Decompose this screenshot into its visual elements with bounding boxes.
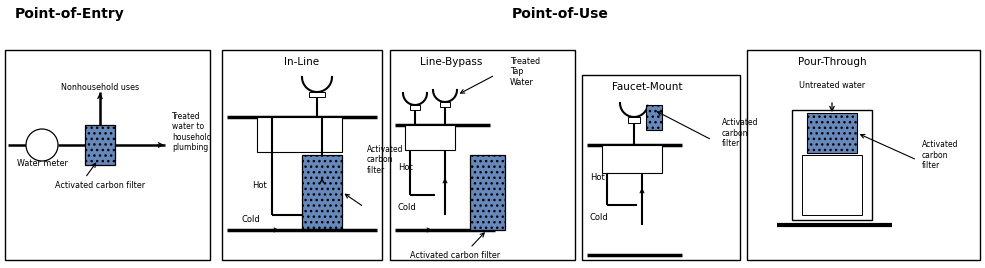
Text: Point-of-Use: Point-of-Use	[511, 7, 609, 21]
Bar	[747, 50, 980, 260]
Text: Hot: Hot	[398, 162, 413, 172]
Bar	[802, 155, 862, 215]
Bar	[302, 155, 342, 230]
Bar	[807, 113, 857, 153]
Text: Hot: Hot	[590, 173, 605, 183]
Bar	[646, 105, 662, 130]
Text: Activated
carbon
filter: Activated carbon filter	[722, 118, 758, 148]
Text: Pour-Through: Pour-Through	[798, 57, 867, 67]
Text: Line-Bypass: Line-Bypass	[420, 57, 483, 67]
Text: Untreated water: Untreated water	[799, 80, 865, 90]
Bar	[222, 50, 382, 260]
Bar	[405, 125, 455, 150]
Bar	[257, 117, 342, 152]
Bar	[390, 50, 575, 260]
Text: Cold: Cold	[398, 203, 417, 211]
Text: Activated carbon filter: Activated carbon filter	[410, 251, 500, 260]
Bar	[5, 50, 210, 260]
Bar	[470, 155, 505, 230]
Circle shape	[26, 129, 58, 161]
Text: Hot: Hot	[252, 181, 267, 189]
Text: Point-of-Entry: Point-of-Entry	[15, 7, 125, 21]
Text: Cold: Cold	[242, 215, 261, 225]
Text: In-Line: In-Line	[285, 57, 319, 67]
Bar	[628, 117, 640, 123]
Text: Activated carbon filter: Activated carbon filter	[55, 181, 145, 191]
Bar	[410, 105, 420, 110]
Text: Treated
water to
household
plumbing: Treated water to household plumbing	[172, 112, 212, 152]
Bar	[85, 125, 115, 165]
Text: Water meter: Water meter	[17, 158, 67, 168]
Text: Activated
carbon
filter: Activated carbon filter	[922, 140, 958, 170]
Text: Cold: Cold	[590, 214, 609, 222]
Bar	[792, 110, 872, 220]
Text: Treated
Tap
Water: Treated Tap Water	[510, 57, 540, 87]
Text: Faucet-Mount: Faucet-Mount	[612, 82, 683, 92]
Bar	[440, 102, 450, 107]
Bar	[309, 92, 325, 97]
Text: Activated
carbon
filter: Activated carbon filter	[367, 145, 404, 175]
Bar	[602, 145, 662, 173]
Bar	[582, 75, 740, 260]
Text: Nonhousehold uses: Nonhousehold uses	[61, 83, 139, 91]
